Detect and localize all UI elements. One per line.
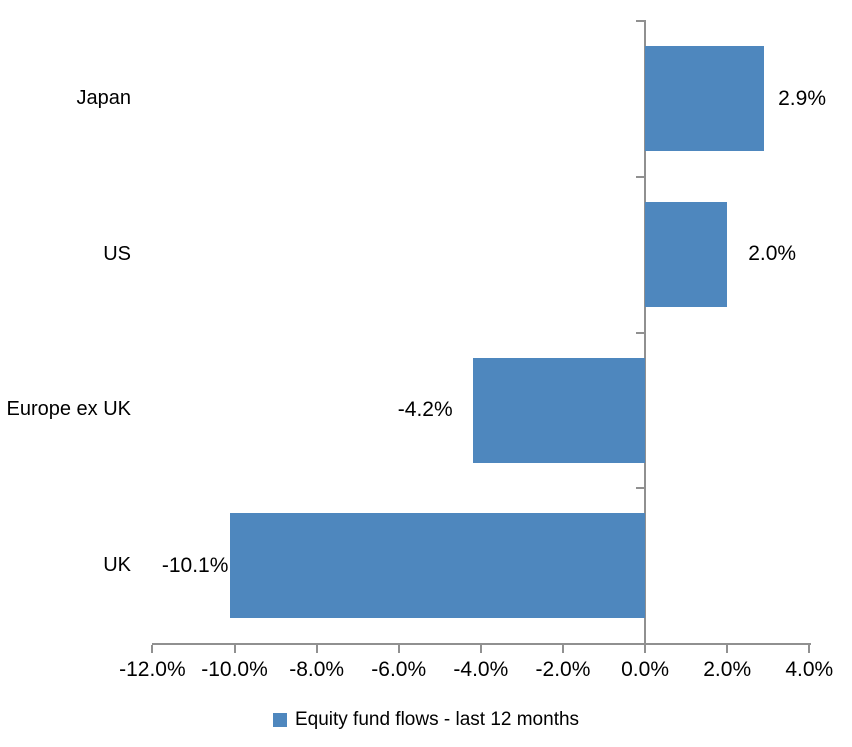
category-label: UK [103, 554, 131, 577]
x-tick-label: 4.0% [785, 658, 834, 681]
value-label: -10.1% [161, 553, 229, 577]
x-axis-tick [151, 645, 154, 653]
x-tick-label: -2.0% [535, 658, 591, 681]
y-axis-tick [636, 175, 646, 178]
bar-japan [645, 46, 765, 151]
x-tick-label: -10.0% [201, 658, 268, 681]
x-tick-label: -12.0% [119, 658, 186, 681]
value-label: 2.0% [748, 242, 797, 266]
x-axis-tick [726, 645, 729, 653]
category-label: US [103, 242, 131, 265]
x-axis-tick [561, 645, 564, 653]
y-axis-line [644, 20, 647, 645]
legend: Equity fund flows - last 12 months [0, 709, 852, 731]
y-axis-tick [636, 487, 646, 490]
x-tick-label: -8.0% [289, 658, 345, 681]
legend-label: Equity fund flows - last 12 months [294, 709, 580, 730]
bar-us [645, 201, 728, 307]
y-axis-tick [636, 331, 646, 334]
category-label: Europe ex UK [6, 398, 131, 421]
legend-swatch-icon [272, 713, 287, 727]
bar-europe-ex-uk [472, 357, 646, 463]
x-tick-label: 0.0% [621, 658, 669, 681]
x-axis-line [152, 643, 811, 645]
x-tick-label: -4.0% [453, 658, 509, 681]
y-axis-tick [636, 20, 646, 22]
value-label: 2.9% [778, 86, 826, 110]
x-axis-tick [808, 645, 811, 653]
x-axis-tick [479, 645, 482, 653]
x-axis-tick [233, 645, 236, 653]
value-label: -4.2% [397, 398, 453, 421]
x-tick-label: 2.0% [703, 658, 752, 681]
x-tick-label: -6.0% [371, 658, 427, 681]
x-axis-tick [397, 645, 400, 653]
x-axis-tick [315, 645, 318, 653]
bar-uk [230, 513, 646, 619]
category-label: Japan [76, 86, 132, 109]
x-axis-tick [644, 645, 647, 653]
